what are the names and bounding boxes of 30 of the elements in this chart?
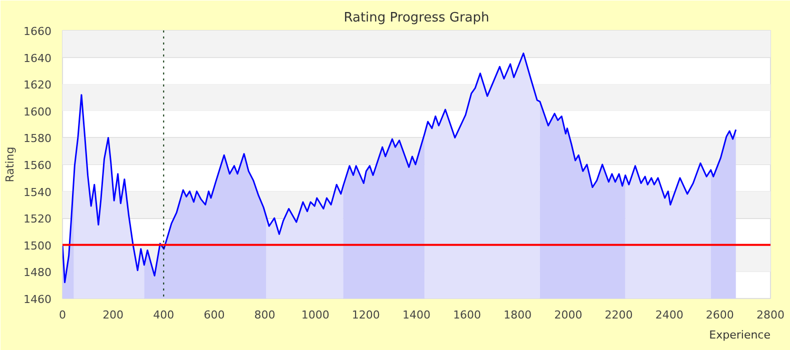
y-tick-label: 1580	[24, 132, 52, 146]
x-tick-label: 1200	[352, 308, 380, 322]
line-series	[62, 52, 737, 284]
x-tick-label: 2800	[756, 308, 785, 322]
y-axis-title: Rating	[4, 146, 17, 182]
x-tick-label: 1800	[504, 308, 532, 322]
y-tick-label: 1460	[24, 293, 52, 306]
y-tick-label: 1600	[24, 105, 52, 118]
y-tick-label: 1520	[24, 212, 52, 226]
x-tick-label: 0	[59, 308, 66, 322]
y-tick-label: 1480	[24, 266, 52, 280]
chart-title: Rating Progress Graph	[344, 10, 490, 26]
y-tick-label: 1620	[24, 78, 52, 92]
x-tick-label: 1400	[402, 308, 431, 322]
x-tick-label: 600	[204, 308, 225, 322]
x-tick-label: 800	[254, 308, 276, 322]
x-tick-label: 1600	[453, 308, 482, 322]
x-axis-title: Experience	[709, 328, 771, 342]
y-tick-label: 1540	[24, 186, 52, 199]
x-tick-label: 1000	[301, 308, 330, 322]
x-tick-label: 400	[153, 308, 174, 322]
x-tick-label: 2000	[554, 308, 582, 322]
y-tick-label: 1640	[24, 52, 52, 65]
y-tick-label: 1500	[24, 239, 52, 252]
x-tick-label: 200	[102, 308, 124, 322]
y-tick-label: 1560	[24, 159, 52, 172]
y-tick-label: 1660	[24, 25, 52, 38]
x-tick-label: 2200	[604, 308, 633, 322]
x-tick-label: 2600	[706, 308, 734, 322]
x-tick-label: 2400	[655, 308, 684, 322]
